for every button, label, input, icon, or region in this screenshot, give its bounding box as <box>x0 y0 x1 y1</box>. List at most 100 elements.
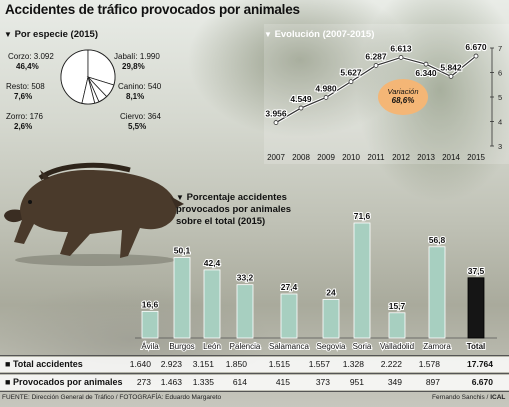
table-mid-rule <box>0 373 509 374</box>
cell: 897 <box>425 377 440 387</box>
bar-value-label: 15,7 <box>389 301 406 311</box>
x-tick-label: 2013 <box>417 153 435 162</box>
bar-value-label: 27,4 <box>281 282 298 292</box>
x-tick-label: 2015 <box>467 153 485 162</box>
data-label: 5.627 <box>340 68 362 78</box>
x-tick-label: 2011 <box>367 153 385 162</box>
cell: 415 <box>275 377 290 387</box>
page-title: Accidentes de tráfico provocados por ani… <box>5 2 300 17</box>
cell: 1.515 <box>268 359 290 369</box>
cell: 1.463 <box>160 377 182 387</box>
bar-burgos <box>173 257 191 339</box>
data-label: 3.956 <box>265 109 287 119</box>
bar-salamanca <box>280 293 298 339</box>
cell-total: 17.764 <box>467 359 493 369</box>
y-tick-label: 4 <box>498 118 502 127</box>
table-row-provocados: ■ Provocados por animales 273 1.463 1.33… <box>0 375 509 390</box>
variation-value: 68,6% <box>391 96 415 105</box>
pie-label-resto: Resto: 508 7,6% <box>6 82 45 101</box>
cell: 2.923 <box>160 359 182 369</box>
cell: 1.557 <box>308 359 330 369</box>
cell: 373 <box>315 377 330 387</box>
bar-category-label: Zamora <box>423 342 451 351</box>
bar-segovia <box>322 299 340 339</box>
bar-value-label: 16,6 <box>142 299 159 309</box>
triangle-down-icon: ▼ <box>176 193 184 202</box>
variation-label: Variación <box>387 87 419 96</box>
cell: 3.151 <box>192 359 214 369</box>
data-point <box>398 55 404 60</box>
bar-value-label: 24 <box>326 287 336 297</box>
table-row-total-accidentes: ■ Total accidentes 1.640 2.923 3.151 1.8… <box>0 357 509 372</box>
bar-zamora <box>428 246 446 339</box>
bar-león <box>203 269 221 339</box>
y-tick-label: 7 <box>498 44 502 53</box>
bar-total <box>467 277 485 339</box>
line-heading-text: Evolución (2007-2015) <box>275 29 375 40</box>
cell: 1.335 <box>192 377 214 387</box>
data-label: 6.287 <box>365 51 387 61</box>
species-pie-chart <box>60 49 116 105</box>
credit: Fernando Sanchis / ICAL <box>432 394 506 401</box>
bar-category-label: Palencia <box>230 342 261 351</box>
x-tick-label: 2007 <box>267 153 285 162</box>
bar-value-label: 50,1 <box>174 246 191 256</box>
bar-category-label: León <box>203 342 221 351</box>
source-note: FUENTE: Dirección General de Tráfico / F… <box>2 394 222 401</box>
pie-label-zorro: Zorro: 176 2,6% <box>6 112 43 131</box>
pie-slice-corzo <box>60 49 89 104</box>
cell-total: 6.670 <box>471 377 493 387</box>
bar-value-label: 33,2 <box>237 273 254 283</box>
bar-value-label: 37,5 <box>468 266 485 276</box>
bar-heading: ▼ Porcentaje accidentes provocados por a… <box>176 192 316 228</box>
pie-slice-jabalí <box>87 49 116 86</box>
bar-category-label: Total <box>467 342 486 351</box>
data-point <box>273 120 279 125</box>
data-point <box>473 53 479 59</box>
table-top-rule <box>0 355 509 356</box>
bar-category-label: Burgos <box>169 342 194 351</box>
data-point <box>448 73 454 79</box>
bar-valladolid <box>388 312 406 339</box>
y-tick-label: 3 <box>498 142 502 151</box>
bar-category-label: Valladolid <box>380 342 414 351</box>
data-label: 4.549 <box>290 94 312 104</box>
x-tick-label: 2014 <box>442 153 460 162</box>
cell: 349 <box>387 377 402 387</box>
x-tick-label: 2012 <box>392 153 410 162</box>
data-label: 5.842 <box>440 62 462 72</box>
cell: 1.850 <box>225 359 247 369</box>
cell: 1.328 <box>342 359 364 369</box>
bar-ávila <box>141 310 159 339</box>
x-tick-label: 2009 <box>317 153 335 162</box>
bar-category-label: Segovia <box>317 342 346 351</box>
data-point <box>348 79 354 85</box>
bar-category-label: Ávila <box>141 342 159 351</box>
data-label: 6.670 <box>465 42 487 52</box>
cell: 614 <box>232 377 247 387</box>
data-point <box>423 61 429 67</box>
pie-label-ciervo: Ciervo: 364 5,5% <box>120 112 161 131</box>
bar-palencia <box>236 284 254 339</box>
line-heading: ▼ Evolución (2007-2015) <box>264 29 374 40</box>
square-bullet-icon: ■ <box>5 359 11 369</box>
percentage-bar-chart: 16,6 Ávila 50,1 Burgos 42,4 León 33,2 Palencia 2… <box>135 210 497 352</box>
data-point <box>298 105 304 111</box>
pie-label-corzo: Corzo: 3.092 46,4% <box>8 52 54 71</box>
pie-label-jabali: Jabalí: 1.990 29,8% <box>114 52 160 71</box>
bar-value-label: 56,8 <box>429 235 446 245</box>
row-label-provocados: ■ Provocados por animales <box>5 377 123 387</box>
pie-heading: ▼ Por especie (2015) <box>4 29 98 40</box>
cell: 1.578 <box>418 359 440 369</box>
triangle-down-icon: ▼ <box>264 30 272 39</box>
triangle-down-icon: ▼ <box>4 30 12 39</box>
square-bullet-icon: ■ <box>5 377 11 387</box>
x-tick-label: 2010 <box>342 153 360 162</box>
variation-badge: Variación 68,6% <box>378 79 428 115</box>
pie-heading-text: Por especie (2015) <box>14 29 98 40</box>
data-point <box>373 63 379 68</box>
bar-value-label: 71,6 <box>354 211 371 221</box>
y-tick-label: 6 <box>498 69 502 78</box>
data-label: 6.340 <box>415 68 437 78</box>
